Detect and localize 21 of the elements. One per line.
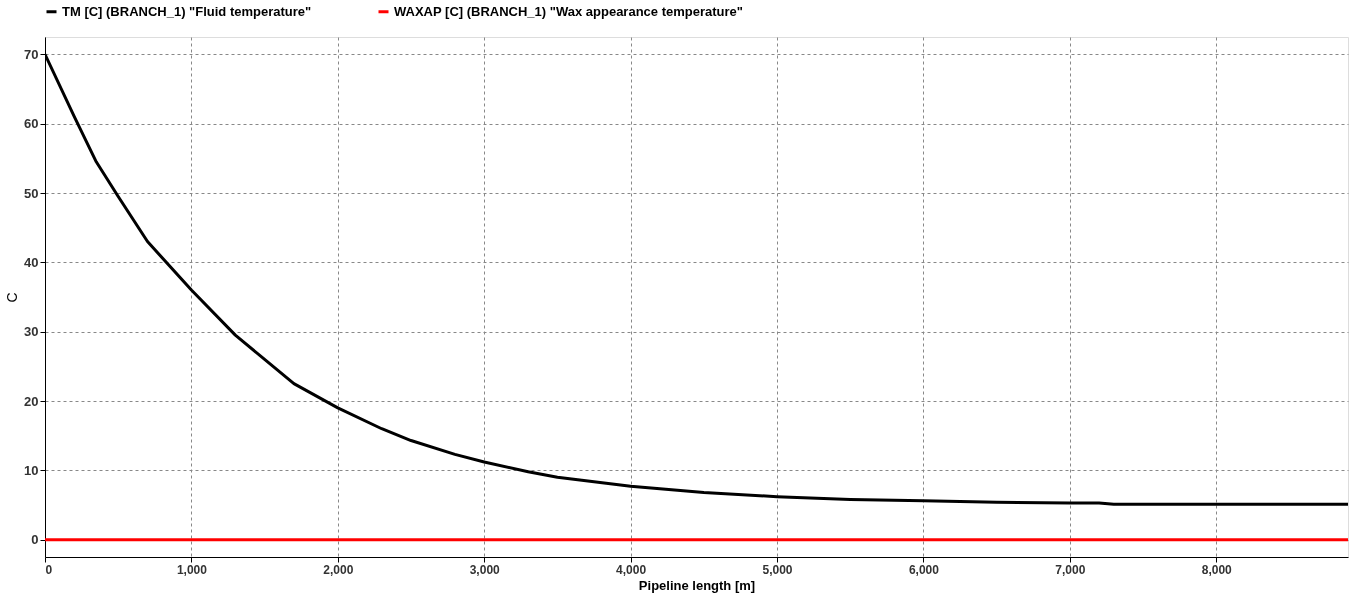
x-tick-label: 0: [45, 562, 53, 577]
x-axis-title: Pipeline length [m]: [638, 577, 756, 593]
x-tick-label: 2,000: [323, 562, 354, 577]
x-tick-label: 1,000: [176, 562, 208, 577]
x-tick-label: 6,000: [908, 562, 940, 577]
x-tick-label: 3,000: [469, 562, 501, 577]
y-axis-title: C: [4, 292, 21, 303]
x-tick-label: 4,000: [616, 562, 647, 577]
x-tick-label: 7,000: [1055, 562, 1086, 577]
x-tick-label: 5,000: [762, 562, 793, 577]
y-tick-label: 30: [24, 324, 39, 340]
y-tick-label: 20: [24, 393, 39, 409]
x-tick-label: 8,000: [1201, 562, 1233, 577]
legend-label: WAXAP [C] (BRANCH_1) "Wax appearance temperature": [394, 3, 743, 19]
y-tick-label: 60: [24, 116, 39, 132]
legend-label: TM [C] (BRANCH_1) "Fluid temperature": [62, 3, 312, 19]
y-tick-label: 50: [24, 185, 39, 201]
y-tick-label: 10: [24, 462, 39, 478]
y-tick-label: 0: [31, 532, 39, 548]
y-tick-label: 40: [24, 254, 39, 270]
y-tick-label: 70: [24, 46, 39, 62]
